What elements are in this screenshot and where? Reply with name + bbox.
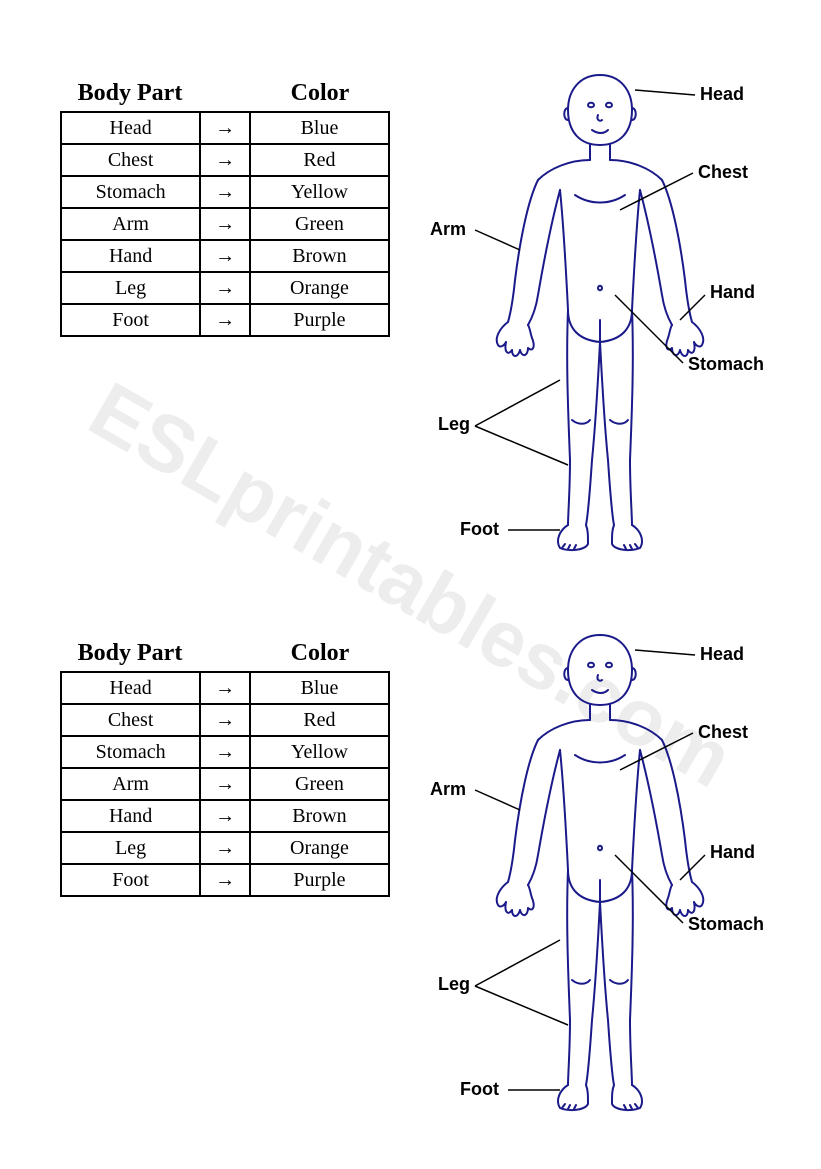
table-row: Arm→Green [61, 768, 389, 800]
body-figure-1: Head Chest Arm Hand Stomach Leg Foot [420, 60, 780, 570]
cell-body-part: Chest [61, 144, 200, 176]
table-area-2: Body Part Color Head→BlueChest→RedStomac… [60, 640, 390, 897]
cell-body-part: Hand [61, 800, 200, 832]
table-row: Arm→Green [61, 208, 389, 240]
arrow-icon: → [200, 272, 250, 304]
figure-label: Leg [438, 414, 470, 434]
header-arrow-spacer [200, 80, 250, 107]
arrow-icon: → [200, 240, 250, 272]
figure-label: Arm [430, 779, 466, 799]
table-row: Foot→Purple [61, 304, 389, 336]
cell-body-part: Foot [61, 304, 200, 336]
arrow-icon: → [200, 112, 250, 144]
worksheet-block-2: Body Part Color Head→BlueChest→RedStomac… [60, 620, 780, 1130]
body-svg-1: Head Chest Arm Hand Stomach Leg Foot [420, 60, 780, 570]
table-row: Stomach→Yellow [61, 176, 389, 208]
table-row: Chest→Red [61, 144, 389, 176]
figure-label: Hand [710, 282, 755, 302]
header-color: Color [250, 640, 390, 667]
header-body-part: Body Part [60, 80, 200, 107]
cell-body-part: Foot [61, 864, 200, 896]
cell-body-part: Arm [61, 208, 200, 240]
arrow-icon: → [200, 704, 250, 736]
figure-label: Stomach [688, 914, 764, 934]
arrow-icon: → [200, 208, 250, 240]
table-row: Hand→Brown [61, 240, 389, 272]
cell-color: Orange [250, 272, 389, 304]
arrow-icon: → [200, 864, 250, 896]
cell-body-part: Arm [61, 768, 200, 800]
cell-color: Orange [250, 832, 389, 864]
header-arrow-spacer [200, 640, 250, 667]
body-figure-2: Head Chest Arm Hand Stomach Leg Foot [420, 620, 780, 1130]
table-row: Foot→Purple [61, 864, 389, 896]
figure-label: Head [700, 84, 744, 104]
arrow-icon: → [200, 176, 250, 208]
figure-label: Stomach [688, 354, 764, 374]
cell-body-part: Chest [61, 704, 200, 736]
header-body-part: Body Part [60, 640, 200, 667]
figure-label: Chest [698, 162, 748, 182]
header-color: Color [250, 80, 390, 107]
cell-body-part: Stomach [61, 176, 200, 208]
figure-label: Hand [710, 842, 755, 862]
figure-label: Leg [438, 974, 470, 994]
figure-label: Head [700, 644, 744, 664]
figure-label: Arm [430, 219, 466, 239]
arrow-icon: → [200, 800, 250, 832]
cell-body-part: Head [61, 672, 200, 704]
arrow-icon: → [200, 736, 250, 768]
table-headers: Body Part Color [60, 640, 390, 667]
table-body-1: Head→BlueChest→RedStomach→YellowArm→Gree… [61, 112, 389, 336]
cell-body-part: Stomach [61, 736, 200, 768]
cell-color: Blue [250, 672, 389, 704]
worksheet-block-1: Body Part Color Head→BlueChest→RedStomac… [60, 60, 780, 570]
cell-color: Green [250, 768, 389, 800]
table-headers: Body Part Color [60, 80, 390, 107]
cell-body-part: Leg [61, 272, 200, 304]
cell-color: Green [250, 208, 389, 240]
cell-color: Yellow [250, 176, 389, 208]
figure-label: Chest [698, 722, 748, 742]
table-area-1: Body Part Color Head→BlueChest→RedStomac… [60, 80, 390, 337]
table-row: Leg→Orange [61, 832, 389, 864]
table-row: Head→Blue [61, 672, 389, 704]
table-row: Head→Blue [61, 112, 389, 144]
body-svg-2: Head Chest Arm Hand Stomach Leg Foot [420, 620, 780, 1130]
table-row: Leg→Orange [61, 272, 389, 304]
cell-color: Blue [250, 112, 389, 144]
arrow-icon: → [200, 144, 250, 176]
arrow-icon: → [200, 304, 250, 336]
body-part-table-1: Head→BlueChest→RedStomach→YellowArm→Gree… [60, 111, 390, 337]
cell-color: Purple [250, 864, 389, 896]
arrow-icon: → [200, 832, 250, 864]
arrow-icon: → [200, 768, 250, 800]
cell-color: Purple [250, 304, 389, 336]
figure-label: Foot [460, 1079, 499, 1099]
table-row: Chest→Red [61, 704, 389, 736]
cell-color: Brown [250, 800, 389, 832]
cell-color: Red [250, 144, 389, 176]
cell-color: Red [250, 704, 389, 736]
table-row: Stomach→Yellow [61, 736, 389, 768]
table-body-2: Head→BlueChest→RedStomach→YellowArm→Gree… [61, 672, 389, 896]
cell-body-part: Leg [61, 832, 200, 864]
cell-color: Yellow [250, 736, 389, 768]
table-row: Hand→Brown [61, 800, 389, 832]
cell-body-part: Head [61, 112, 200, 144]
cell-color: Brown [250, 240, 389, 272]
cell-body-part: Hand [61, 240, 200, 272]
arrow-icon: → [200, 672, 250, 704]
body-part-table-2: Head→BlueChest→RedStomach→YellowArm→Gree… [60, 671, 390, 897]
figure-label: Foot [460, 519, 499, 539]
